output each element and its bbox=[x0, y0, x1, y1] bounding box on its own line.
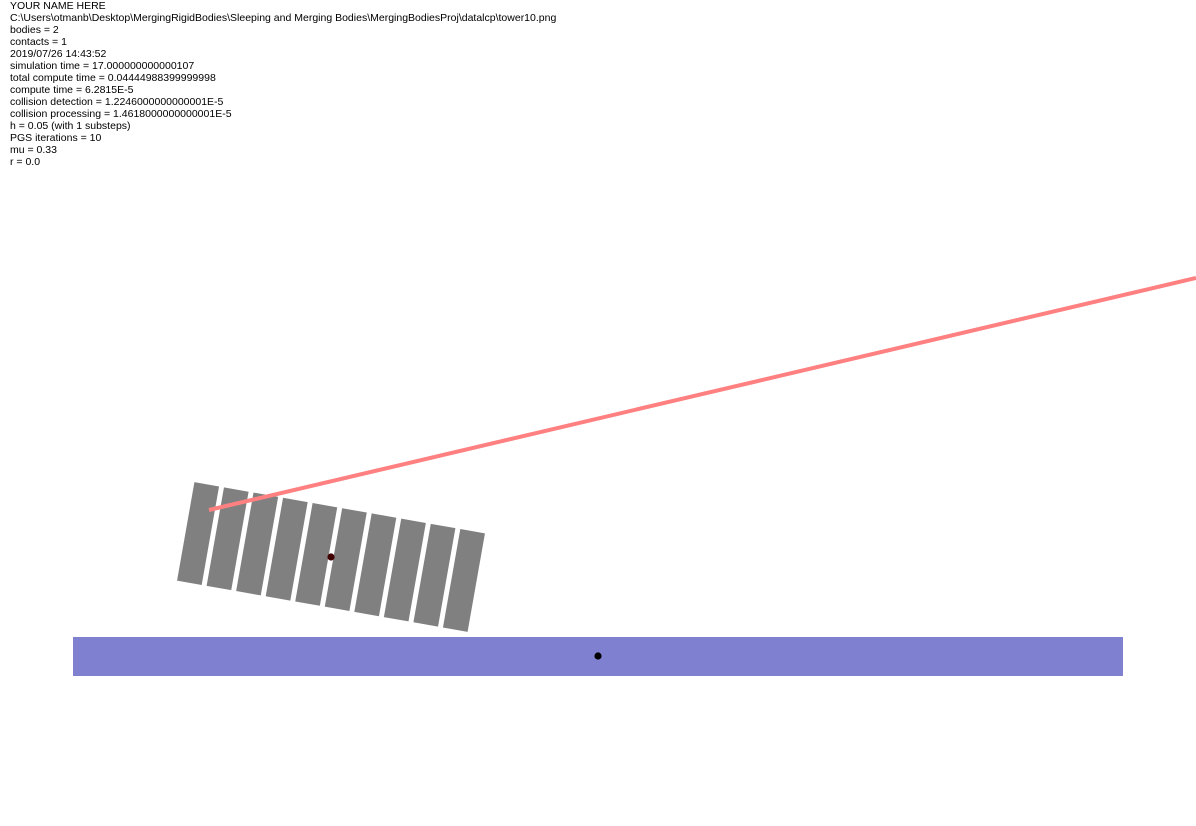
hud-line-name: YOUR NAME HERE bbox=[10, 0, 106, 12]
hud-line-simulation-time: simulation time = 17.000000000000107 bbox=[10, 60, 195, 72]
hud-line-total-compute-time: total compute time = 0.04444988399999998 bbox=[10, 72, 216, 84]
tower-block bbox=[442, 529, 485, 632]
tower-block bbox=[383, 518, 426, 622]
hud-line-collision-processing: collision processing = 1.461800000000000… bbox=[10, 108, 232, 120]
debug-info-overlay: YOUR NAME HERE C:\Users\otmanb\Desktop\M… bbox=[10, 0, 556, 168]
hud-line-step-size: h = 0.05 (with 1 substeps) bbox=[10, 120, 131, 132]
tower-block bbox=[177, 482, 220, 585]
ground-center-of-mass-marker bbox=[594, 652, 602, 660]
hud-line-contacts: contacts = 1 bbox=[10, 36, 67, 48]
tower-center-of-mass-marker bbox=[327, 553, 335, 561]
hud-line-timestamp: 2019/07/26 14:43:52 bbox=[10, 48, 107, 60]
tower-block bbox=[236, 492, 279, 596]
tower-block bbox=[413, 523, 456, 627]
hud-line-output-path: C:\Users\otmanb\Desktop\MergingRigidBodi… bbox=[10, 12, 557, 24]
hud-line-restitution: r = 0.0 bbox=[10, 156, 41, 168]
tower-block bbox=[354, 513, 397, 617]
tower-block bbox=[324, 508, 367, 612]
mouse-spring-line bbox=[208, 276, 1196, 512]
hud-line-pgs-iterations: PGS iterations = 10 bbox=[10, 132, 102, 144]
hud-line-mu: mu = 0.33 bbox=[10, 144, 57, 156]
tower-block bbox=[265, 497, 308, 601]
tower-block bbox=[295, 502, 338, 606]
tower-block bbox=[206, 487, 249, 591]
hud-line-collision-detection: collision detection = 1.2246000000000001… bbox=[10, 96, 224, 108]
hud-line-bodies: bodies = 2 bbox=[10, 24, 59, 36]
hud-line-compute-time: compute time = 6.2815E-5 bbox=[10, 84, 134, 96]
merged-tower-body bbox=[177, 482, 485, 632]
